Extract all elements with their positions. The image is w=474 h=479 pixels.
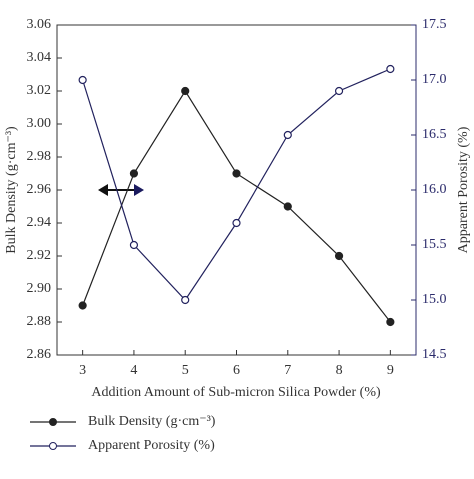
y2-tick-label: 14.5 <box>422 347 447 362</box>
y-tick-label: 2.88 <box>27 314 52 329</box>
data-point <box>78 301 87 310</box>
y2-tick-label: 17.5 <box>422 17 447 32</box>
y-tick-label: 2.94 <box>27 215 52 230</box>
series-line <box>82 89 391 323</box>
y2-axis-label: Apparent Porosity (%) <box>456 126 471 253</box>
y-tick-label: 3.06 <box>27 17 52 32</box>
data-point <box>232 169 241 178</box>
data-point <box>129 240 139 250</box>
x-tick-label: 6 <box>233 363 240 378</box>
y-tick-label: 2.98 <box>27 149 52 164</box>
y-tick-label: 2.92 <box>27 248 52 263</box>
double-arrow <box>98 184 144 196</box>
y2-tick-label: 15.5 <box>422 237 447 252</box>
data-point <box>386 317 395 327</box>
x-tick-label: 4 <box>130 363 137 378</box>
data-point <box>334 86 344 96</box>
data-point <box>181 295 190 305</box>
data-point <box>232 218 241 228</box>
y-axis-label: Bulk Density (g·cm⁻³) <box>4 126 19 254</box>
y2-tick-label: 16.5 <box>422 127 447 142</box>
x-axis-label: Addition Amount of Sub-micron Silica Pow… <box>91 385 381 400</box>
data-point <box>283 202 292 211</box>
y2-tick-label: 15.0 <box>422 292 447 307</box>
legend-marker <box>49 418 57 426</box>
series-line <box>82 68 391 301</box>
y-tick-label: 2.90 <box>27 281 52 296</box>
y2-tick-label: 16.0 <box>422 182 447 197</box>
x-tick-label: 3 <box>79 363 86 378</box>
legend-label: Apparent Porosity (%) <box>88 438 215 453</box>
data-point <box>334 251 344 261</box>
legend-marker <box>49 442 57 450</box>
data-point <box>386 64 395 74</box>
y-tick-label: 3.04 <box>27 50 52 65</box>
y-tick-label: 3.00 <box>27 116 52 131</box>
legend-label: Bulk Density (g·cm⁻³) <box>88 414 216 429</box>
x-tick-label: 8 <box>336 363 343 378</box>
y2-tick-label: 17.0 <box>422 72 447 87</box>
x-tick-label: 9 <box>387 363 394 378</box>
data-point <box>283 130 292 140</box>
data-point <box>78 75 87 85</box>
y-tick-label: 3.02 <box>27 83 52 98</box>
x-tick-label: 5 <box>182 363 189 378</box>
x-tick-label: 7 <box>284 363 291 378</box>
y-tick-label: 2.96 <box>27 182 52 197</box>
y-tick-label: 2.86 <box>27 347 52 362</box>
data-point <box>129 169 139 178</box>
data-point <box>181 86 190 96</box>
